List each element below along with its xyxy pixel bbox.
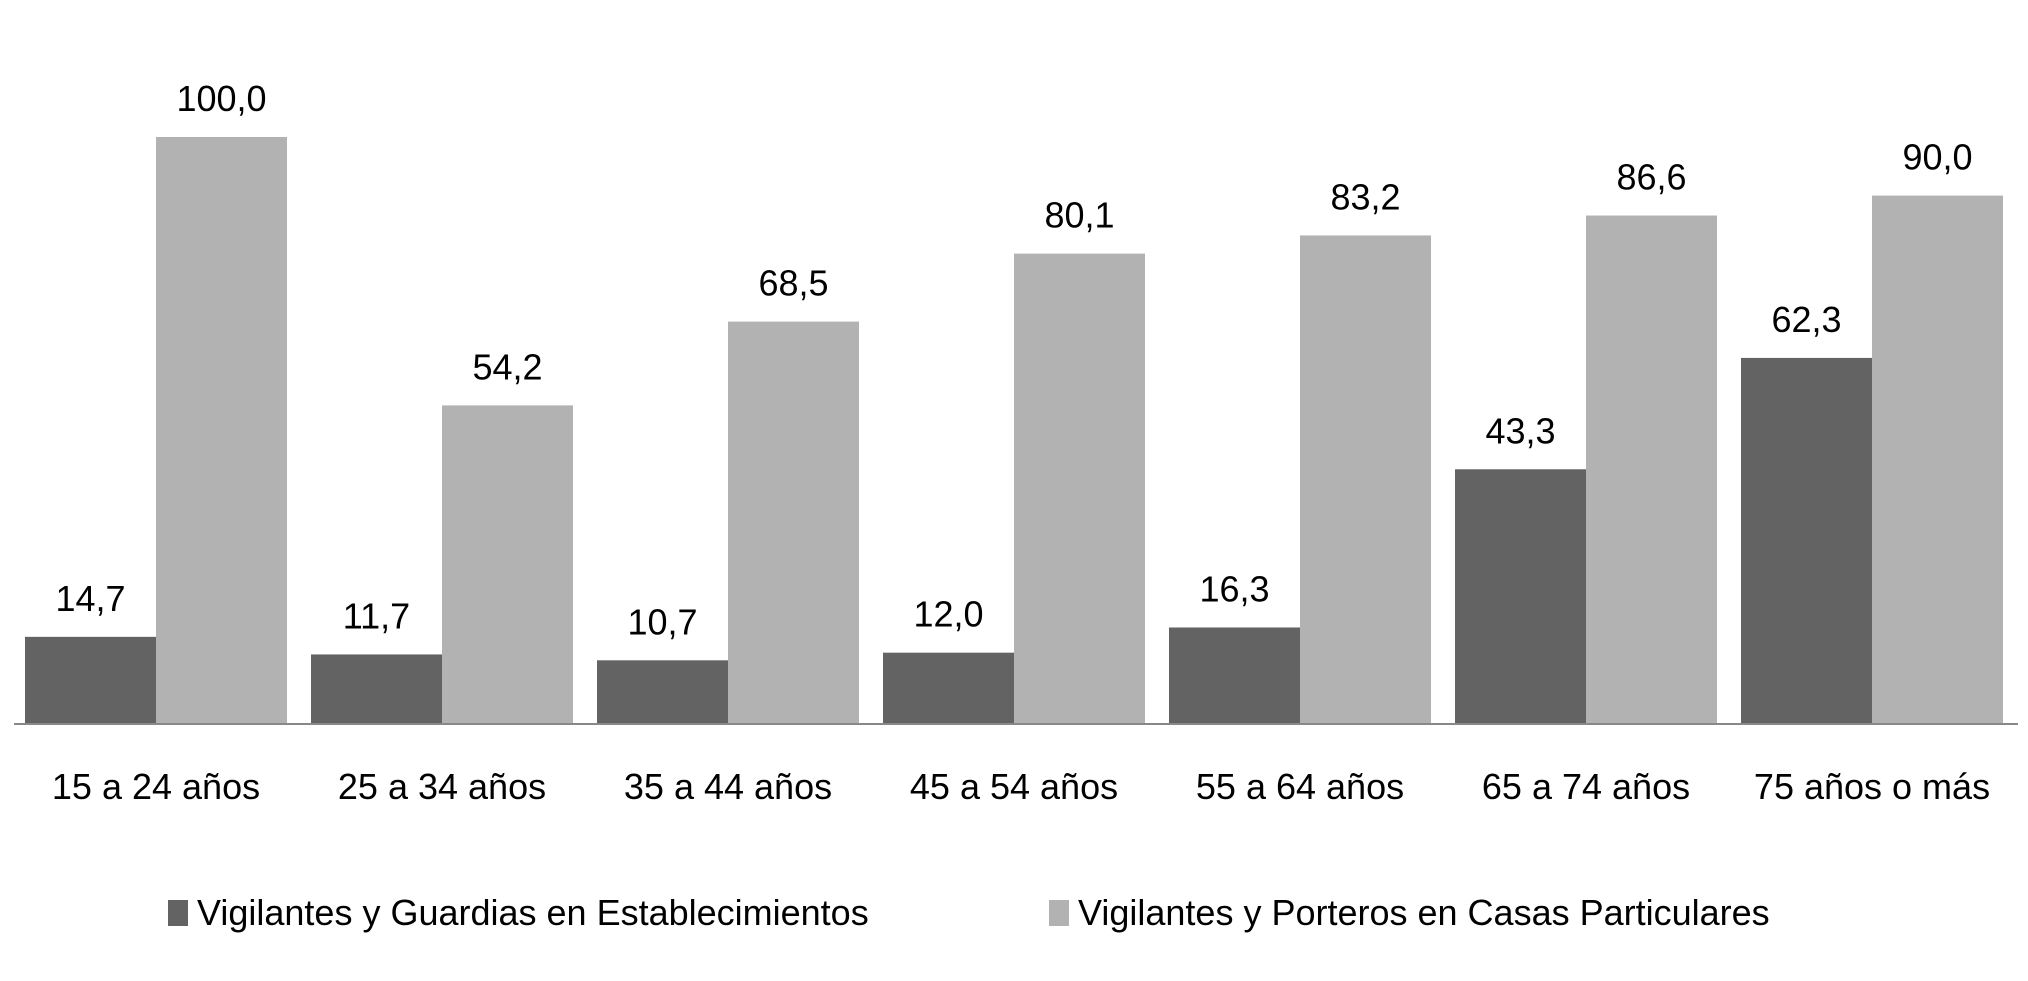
bar-series-2 <box>156 137 287 723</box>
x-tick-label: 25 a 34 años <box>338 766 546 807</box>
x-tick-label: 75 años o más <box>1754 766 1990 807</box>
bar-series-2 <box>1014 253 1145 723</box>
data-label: 90,0 <box>1902 137 1972 178</box>
bar-series-2 <box>1872 195 2003 724</box>
x-tick-label: 55 a 64 años <box>1196 766 1404 807</box>
bar-series-1 <box>1741 357 1872 723</box>
legend-label-series-1: Vigilantes y Guardias en Establecimiento… <box>197 892 869 933</box>
data-label: 100,0 <box>176 78 266 119</box>
bar-series-1 <box>883 652 1014 723</box>
data-label: 14,7 <box>55 578 125 619</box>
data-label: 80,1 <box>1044 195 1114 236</box>
data-label: 54,2 <box>472 346 542 387</box>
x-tick-label: 35 a 44 años <box>624 766 832 807</box>
x-tick-label: 65 a 74 años <box>1482 766 1690 807</box>
data-label: 11,7 <box>343 595 410 636</box>
bar-series-2 <box>442 405 573 723</box>
bars-layer: 14,7 100,0 11,7 54,2 10,7 68,5 12,0 80,1 16,3 83,… <box>25 78 2003 724</box>
x-tick-labels: 15 a 24 años 25 a 34 años 35 a 44 años 45 a… <box>52 766 1990 807</box>
data-label: 10,7 <box>627 601 697 642</box>
bar-series-1 <box>1169 627 1300 723</box>
legend: Vigilantes y Guardias en Establecimiento… <box>168 892 1770 933</box>
data-label: 83,2 <box>1330 176 1400 217</box>
legend-swatch-series-2 <box>1049 900 1069 926</box>
bar-series-1 <box>597 660 728 723</box>
data-label: 68,5 <box>758 263 828 304</box>
bar-series-1 <box>311 654 442 723</box>
legend-label-series-2: Vigilantes y Porteros en Casas Particula… <box>1078 892 1770 933</box>
x-tick-label: 15 a 24 años <box>52 766 260 807</box>
bar-series-2 <box>728 321 859 723</box>
x-tick-label: 45 a 54 años <box>910 766 1118 807</box>
bar-series-1 <box>25 636 156 723</box>
data-label: 62,3 <box>1771 299 1841 340</box>
data-label: 16,3 <box>1199 568 1269 609</box>
data-label: 12,0 <box>913 594 983 635</box>
data-label: 43,3 <box>1485 410 1555 451</box>
legend-swatch-series-1 <box>168 900 188 926</box>
bar-series-2 <box>1586 215 1717 724</box>
data-label: 86,6 <box>1616 157 1686 198</box>
bar-series-1 <box>1455 469 1586 723</box>
bar-series-2 <box>1300 235 1431 723</box>
